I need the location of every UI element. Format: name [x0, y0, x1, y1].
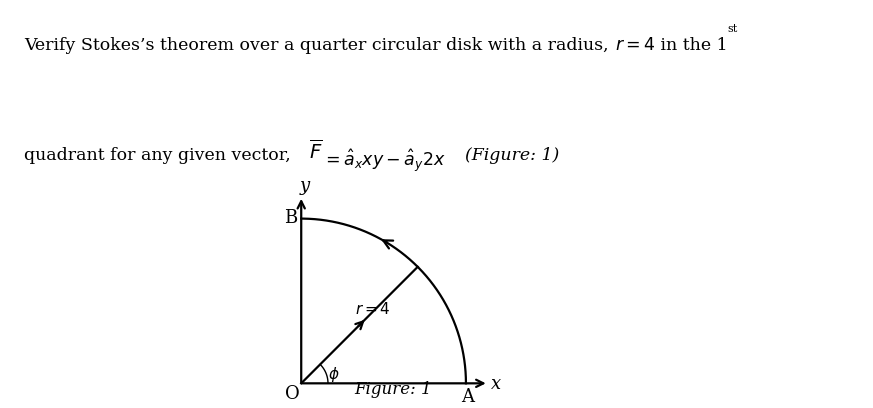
Text: O: O [285, 385, 299, 403]
Text: in the 1: in the 1 [655, 37, 727, 54]
Text: quadrant for any given vector,: quadrant for any given vector, [24, 147, 308, 164]
Text: $r = 4$: $r = 4$ [615, 37, 655, 54]
Text: $= \hat{a}_x xy - \hat{a}_y 2x$: $= \hat{a}_x xy - \hat{a}_y 2x$ [322, 147, 446, 174]
Text: Verify Stokes’s theorem over a quarter circular disk with a radius,: Verify Stokes’s theorem over a quarter c… [24, 37, 615, 54]
Text: Figure: 1: Figure: 1 [354, 381, 431, 398]
Text: $r = 4$: $r = 4$ [354, 302, 390, 317]
Text: x: x [491, 375, 501, 393]
Text: st: st [727, 24, 738, 35]
Text: (Figure: 1): (Figure: 1) [455, 147, 560, 164]
Text: $\phi$: $\phi$ [327, 365, 339, 384]
Text: A: A [461, 388, 474, 406]
Text: y: y [299, 177, 310, 195]
Text: B: B [285, 209, 298, 227]
Text: $\overline{F}$: $\overline{F}$ [308, 139, 322, 162]
